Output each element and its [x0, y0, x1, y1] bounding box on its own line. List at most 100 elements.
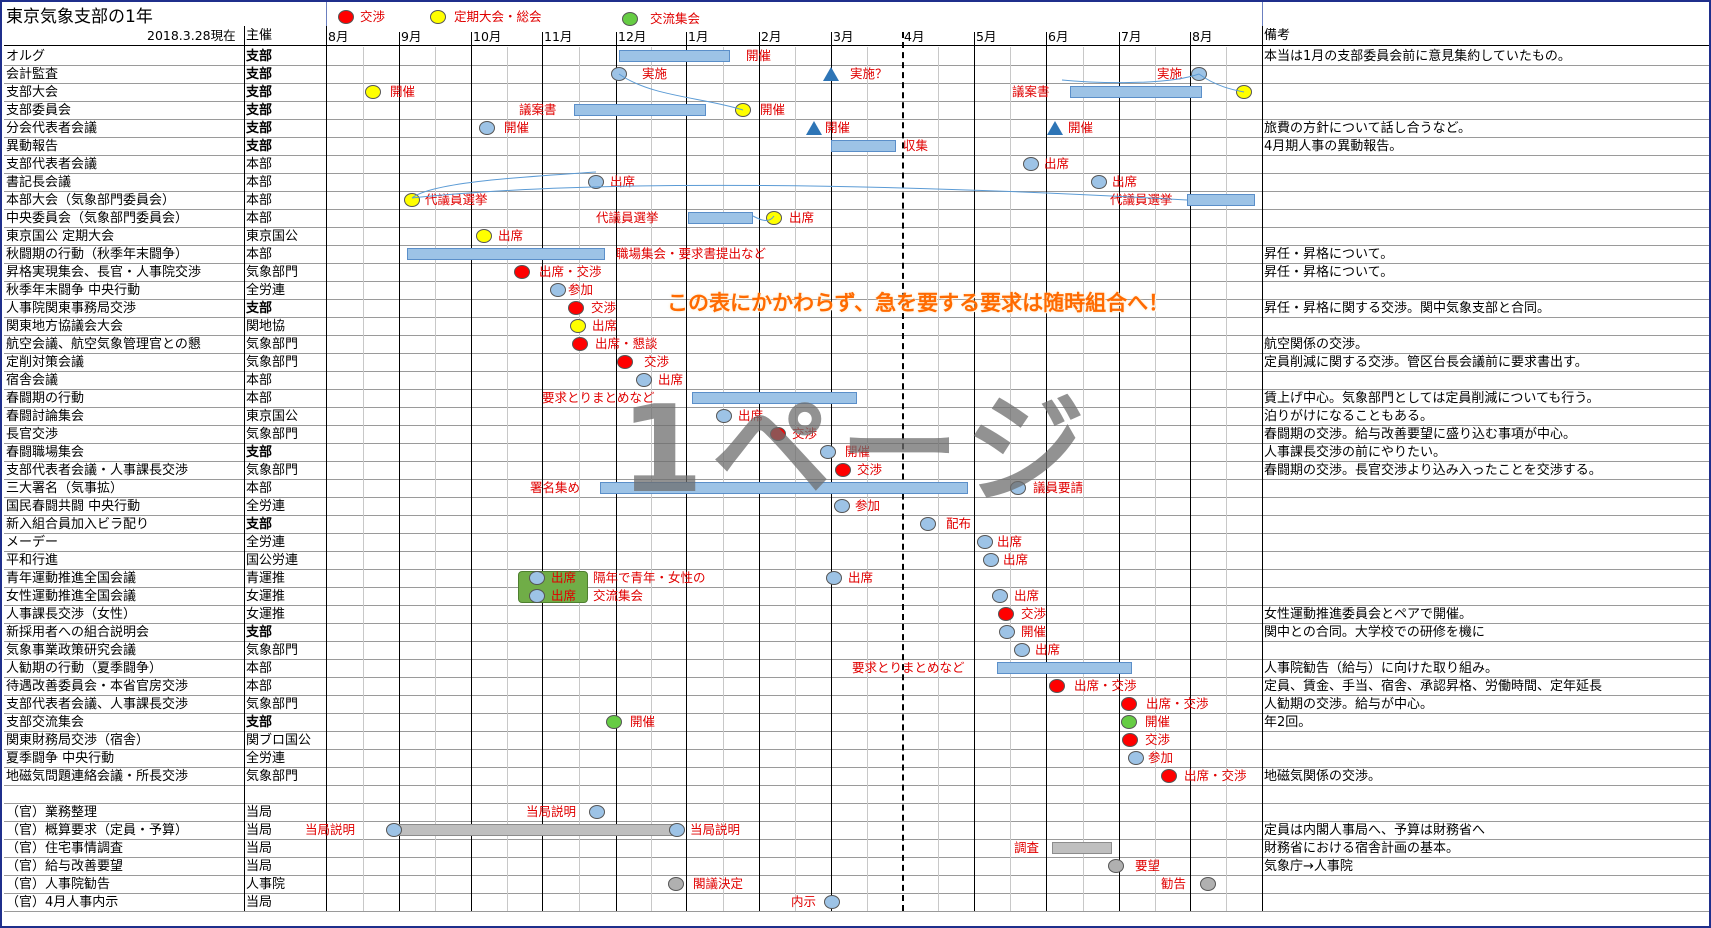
row-rule [4, 173, 1709, 174]
month-label: 1月 [688, 29, 709, 44]
remark [1264, 732, 1709, 749]
row-rule [4, 911, 1709, 912]
event-annotation: 内示 [791, 894, 817, 909]
row-rule [4, 299, 1709, 300]
legend-dot [430, 10, 446, 24]
event-annotation: 調査 [1014, 840, 1040, 855]
organizer: 東京国公 [246, 409, 299, 424]
event-name: 地磁気問題連絡会議・所長交渉 [6, 769, 189, 784]
row-rule [4, 731, 1709, 732]
organizer: 支部 [246, 85, 273, 100]
row-rule [4, 137, 1709, 138]
event-annotation: 出席 [1112, 174, 1138, 189]
event-dot [668, 877, 684, 891]
row-rule [4, 623, 1709, 624]
event-dot [570, 319, 586, 333]
event-annotation: 開催 [746, 48, 772, 63]
event-dot [983, 553, 999, 567]
remark [1264, 102, 1709, 119]
event-annotation: 出席 [1003, 552, 1029, 567]
event-annotation: 開催 [845, 444, 871, 459]
event-annotation: 出席 [498, 228, 524, 243]
event-dot [636, 373, 652, 387]
legend-dot [338, 10, 354, 24]
event-name: 書記長会議 [6, 175, 72, 190]
event-annotation: 交渉 [591, 300, 617, 315]
month-rule [471, 32, 472, 911]
period-bar [997, 662, 1132, 674]
organizer: 支部 [246, 625, 273, 640]
row-rule [4, 875, 1709, 876]
organizer: 支部 [246, 715, 273, 730]
event-name: 三大署名（気事拡） [6, 481, 124, 496]
organizer: 本部 [246, 391, 273, 406]
month-rule [542, 32, 543, 911]
event-name: 国民春闘共闘 中央行動 [6, 499, 141, 514]
mid-month-rule [723, 47, 724, 911]
event-dot [617, 355, 633, 369]
remark [1264, 318, 1709, 335]
event-name: 本部大会（気象部門委員会） [6, 193, 176, 208]
remark [1264, 876, 1709, 893]
event-dot [476, 229, 492, 243]
period-bar [574, 104, 706, 116]
event-annotation: 交渉 [792, 426, 818, 441]
month-rule [1190, 32, 1191, 911]
remark [1264, 480, 1709, 497]
event-name: 支部交流集会 [6, 715, 85, 730]
month-rule [759, 32, 760, 911]
event-dot [1122, 733, 1138, 747]
organizer: 全労連 [246, 535, 286, 550]
row-rule [4, 389, 1709, 390]
mid-month-rule [1155, 47, 1156, 911]
mid-month-rule [651, 47, 652, 911]
remark [1264, 588, 1709, 605]
event-annotation: 出席 [1014, 588, 1040, 603]
organizer: 本部 [246, 211, 273, 226]
event-dot [669, 823, 685, 837]
remark: 賃上げ中心。気象部門としては定員削減についても行う。 [1264, 391, 1600, 406]
remark: 気象庁→人事院 [1264, 859, 1353, 874]
row-rule [4, 821, 1709, 822]
month-label: 4月 [904, 29, 925, 44]
row-rule [4, 227, 1709, 228]
event-dot [479, 121, 495, 135]
organizer: 全労連 [246, 499, 286, 514]
event-dot [404, 193, 420, 207]
event-annotation: 出席 [658, 372, 684, 387]
event-name: 人事院関東事務局交渉 [6, 301, 137, 316]
period-bar [600, 482, 968, 494]
remarks-header: 備考 [1264, 28, 1291, 43]
event-dot [386, 823, 402, 837]
month-rule [1046, 32, 1047, 911]
event-name: （官）4月人事内示 [6, 895, 119, 910]
legend-rule [1262, 2, 1263, 26]
remark: 4月期人事の異動報告。 [1264, 139, 1403, 154]
event-annotation: 出席 [997, 534, 1023, 549]
row-rule [4, 857, 1709, 858]
event-annotation: 開催 [1068, 120, 1094, 135]
event-dot [514, 265, 530, 279]
remark [1264, 804, 1709, 821]
mid-month-rule [507, 47, 508, 911]
event-dot [1091, 175, 1107, 189]
organizer: 支部 [246, 445, 273, 460]
remark: 春闘期の交渉。長官交渉より込み入ったことを交渉する。 [1264, 463, 1602, 478]
row-rule [4, 785, 1709, 786]
event-name: 宿舎会議 [6, 373, 59, 388]
month-label: 11月 [544, 29, 573, 44]
event-annotation: 要望 [1135, 858, 1161, 873]
organizer: 本部 [246, 175, 273, 190]
mid-month-rule [1226, 47, 1227, 911]
event-annotation: 議案書 [519, 102, 557, 117]
mid-month-rule [579, 47, 580, 911]
organizer: 東京国公 [246, 229, 299, 244]
remark [1264, 228, 1709, 245]
event-annotation: 出席 [551, 570, 577, 585]
event-annotation: 開催 [1021, 624, 1047, 639]
event-name: 新入組合員加入ビラ配り [6, 517, 150, 532]
event-name: 春闘期の行動 [6, 391, 85, 406]
as-of-date: 2018.3.28現在 [147, 28, 236, 43]
remark: 本当は1月の支部委員会前に意見集約していたもの。 [1264, 49, 1571, 64]
